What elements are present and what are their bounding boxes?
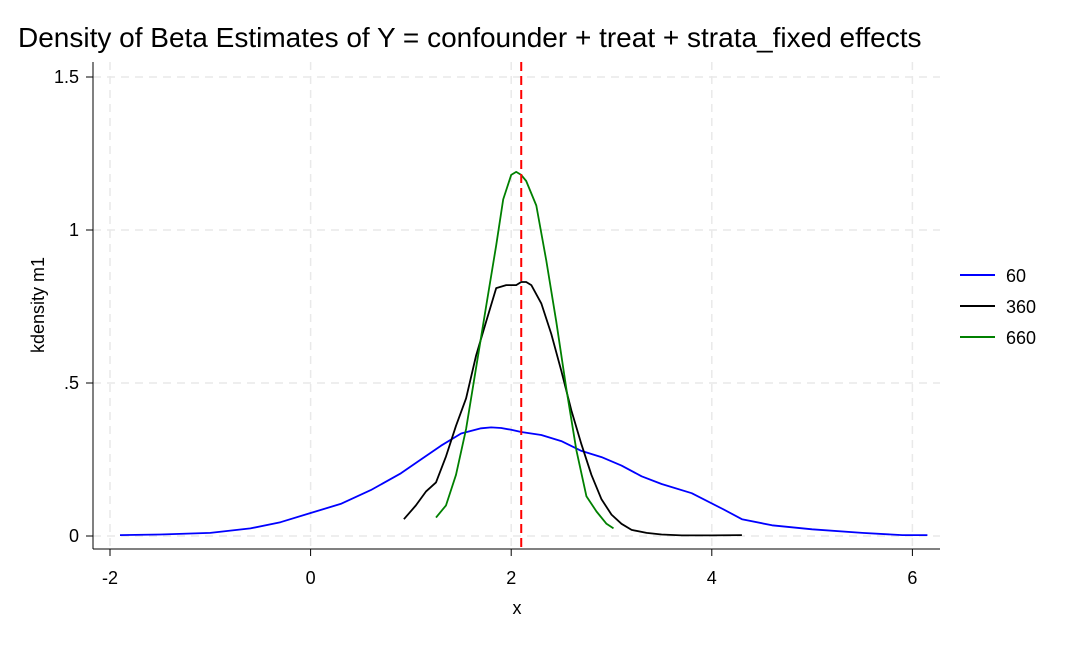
y-tick-label: 0 — [69, 526, 79, 546]
axes — [92, 62, 940, 550]
series-line-360 — [403, 281, 742, 537]
series-line-660 — [435, 170, 614, 530]
legend-label: 60 — [1006, 266, 1026, 286]
series-line-60 — [119, 426, 928, 536]
x-ticks: -2 0 2 4 6 — [102, 549, 917, 588]
x-tick-label: 4 — [707, 568, 717, 588]
y-tick-label: 1.5 — [54, 67, 79, 87]
x-tick-label: 2 — [506, 568, 516, 588]
y-axis-label: kdensity m1 — [28, 257, 48, 353]
series-lines — [119, 170, 928, 537]
chart-title: Density of Beta Estimates of Y = confoun… — [18, 22, 922, 53]
grid-lines — [93, 62, 940, 549]
legend-label: 360 — [1006, 297, 1036, 317]
legend: 60 360 660 — [960, 266, 1036, 348]
y-ticks: 0 .5 1 1.5 — [54, 67, 93, 546]
x-axis-label: x — [513, 598, 522, 618]
y-tick-label: .5 — [64, 373, 79, 393]
x-tick-label: 0 — [306, 568, 316, 588]
y-tick-label: 1 — [69, 220, 79, 240]
x-tick-label: 6 — [907, 568, 917, 588]
x-tick-label: -2 — [102, 568, 118, 588]
legend-label: 660 — [1006, 328, 1036, 348]
